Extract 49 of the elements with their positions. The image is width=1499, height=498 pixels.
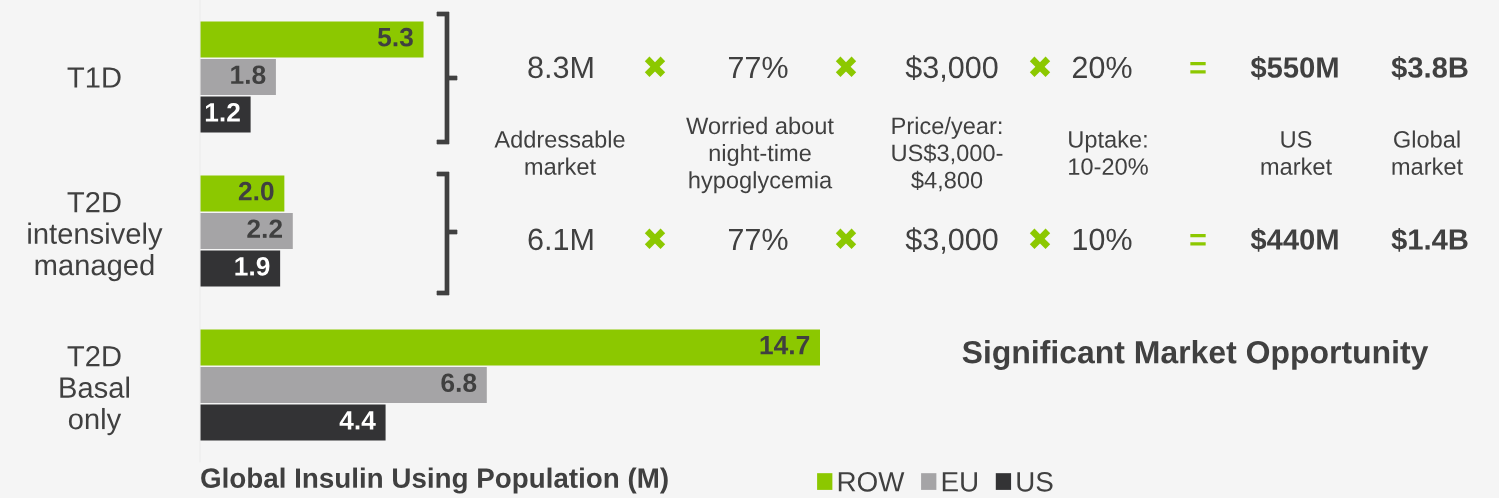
- text: $1.4B: [1391, 227, 1468, 252]
- annotation: 8.3M: [528, 56, 593, 79]
- data-label: 2.2: [247, 219, 283, 238]
- text: =: [1190, 62, 1206, 74]
- bar: [200, 329, 820, 366]
- legend-label: EU: [942, 472, 977, 492]
- data-label: 4.4: [339, 411, 376, 430]
- text: $3,000: [905, 55, 998, 82]
- data-label: 14.7: [760, 336, 810, 355]
- text: $440M: [1250, 227, 1338, 252]
- legend-label: US: [1017, 471, 1053, 492]
- annotation: Worried about night-time hypoglycemia: [686, 116, 834, 194]
- data-label: 1.8: [231, 65, 266, 85]
- annotation: 77%: [728, 56, 788, 79]
- bar: [200, 404, 386, 441]
- annotation: 6.1M: [528, 228, 593, 251]
- bar: [200, 250, 281, 287]
- data-label: 6.8: [441, 373, 477, 393]
- text: Significant Market Opportunity: [962, 340, 1429, 370]
- x-axis-title: Global Insulin Using Population (M): [201, 467, 668, 494]
- text: ✖: [1029, 228, 1051, 249]
- data-label: 1.9: [235, 256, 270, 276]
- bar: [200, 366, 487, 404]
- data-label: 2.0: [238, 181, 274, 201]
- text: ✖: [1029, 56, 1051, 77]
- text: 20%: [1072, 56, 1132, 79]
- text: 10%: [1073, 228, 1132, 251]
- annotation: ✖: [644, 56, 666, 77]
- text: $3,000: [905, 227, 998, 254]
- text: =: [1190, 234, 1206, 246]
- data-label: 1.2: [205, 102, 240, 122]
- bar: [200, 212, 293, 250]
- bar: [200, 21, 424, 58]
- text: $550M: [1250, 55, 1338, 80]
- text: ✖: [835, 56, 857, 77]
- y-tick-label: T2D intensively managed: [28, 191, 163, 282]
- annotation: Addressable market: [494, 130, 625, 175]
- legend-label: ROW: [838, 471, 905, 492]
- annotation: ✖: [644, 228, 666, 249]
- text: Global market: [1392, 130, 1463, 175]
- text: $3.8B: [1391, 55, 1468, 80]
- text: Price/year: US$3,000- $4,800: [892, 116, 1003, 192]
- y-tick-label: T1D: [67, 67, 121, 88]
- text: ✖: [835, 228, 857, 249]
- data-label: 5.3: [377, 27, 413, 47]
- y-tick-label: T2D Basal only: [60, 345, 129, 436]
- text: US market: [1261, 131, 1332, 175]
- annotation: 77%: [728, 228, 788, 251]
- text: Uptake: 10-20%: [1069, 130, 1148, 175]
